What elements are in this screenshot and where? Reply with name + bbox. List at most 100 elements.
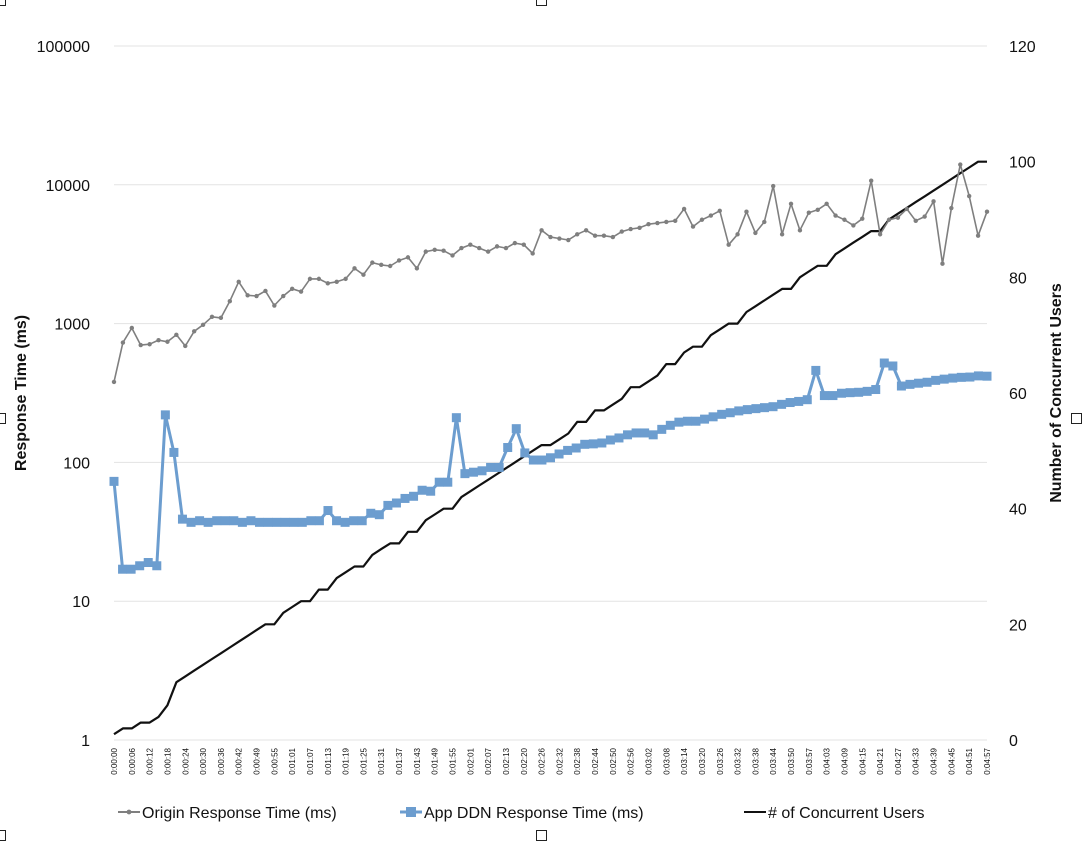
data-point (862, 386, 872, 396)
x-tick-label: 0:02:32 (555, 747, 564, 774)
x-tick-label: 0:04:09 (840, 747, 849, 774)
data-point (571, 443, 581, 453)
selection-handle-bottom-center[interactable] (536, 830, 547, 841)
data-point (414, 266, 420, 271)
gridlines (114, 45, 987, 741)
data-point (521, 242, 526, 247)
data-point (263, 517, 273, 527)
data-point (759, 403, 769, 413)
x-tick-label: 0:03:26 (716, 747, 725, 774)
data-point (417, 485, 427, 495)
data-point (528, 455, 538, 465)
data-point (503, 443, 513, 453)
data-point (860, 216, 865, 221)
data-point (391, 498, 401, 508)
data-point (768, 402, 778, 412)
data-point (129, 325, 135, 331)
data-point (343, 276, 348, 282)
data-point (272, 303, 277, 308)
data-point (637, 225, 642, 231)
data-point (905, 379, 915, 389)
x-tick-label: 0:01:25 (359, 747, 368, 774)
selection-handle-top-left[interactable] (0, 0, 6, 6)
data-point (147, 342, 152, 347)
legend-label: Origin Response Time (ms) (142, 805, 337, 822)
data-point (877, 232, 883, 237)
data-point (583, 228, 589, 233)
data-point (503, 245, 509, 251)
data-point (940, 261, 945, 266)
data-point (539, 228, 544, 233)
data-point (837, 388, 846, 398)
data-point (323, 506, 333, 516)
data-point (815, 207, 820, 213)
data-point (655, 220, 660, 226)
data-point (237, 517, 247, 527)
data-point (195, 516, 205, 526)
x-tick-label: 0:03:32 (734, 747, 743, 774)
data-point (530, 251, 535, 256)
data-point (802, 395, 812, 405)
data-point (628, 226, 633, 232)
data-point (297, 517, 307, 527)
data-point (361, 272, 366, 277)
data-point (646, 222, 651, 227)
x-tick-label: 0:01:49 (431, 747, 440, 774)
data-point (370, 260, 375, 265)
x-axis-ticks: 0:00:00 0:00:06 0:00:12 0:00:18 0:00:24 0:00:… (110, 747, 992, 774)
data-point (477, 245, 482, 251)
data-point (460, 469, 470, 479)
x-tick-label: 0:03:50 (787, 747, 796, 774)
data-point (307, 276, 313, 282)
data-point (888, 361, 898, 371)
data-point (160, 410, 170, 420)
x-tick-label: 0:02:44 (591, 747, 600, 774)
data-point (143, 558, 153, 568)
legend-item: Origin Response Time (ms) (118, 805, 337, 822)
data-point (441, 248, 446, 253)
legend-item: # of Concurrent Users (744, 805, 925, 822)
data-point (109, 476, 119, 486)
x-tick-label: 0:02:01 (466, 747, 475, 774)
data-point (186, 517, 196, 527)
data-point (366, 508, 376, 518)
data-point (246, 516, 256, 526)
data-point (548, 234, 553, 240)
selection-handle-middle-right[interactable] (1071, 413, 1082, 424)
data-point (546, 453, 555, 463)
data-point (255, 517, 264, 527)
data-point (557, 236, 562, 241)
series-2 (113, 160, 987, 736)
selection-handle-bottom-left[interactable] (0, 830, 6, 841)
data-point (459, 245, 464, 251)
x-tick-label: 0:01:43 (413, 747, 422, 774)
data-point (254, 293, 259, 299)
right-tick-label: 20 (1009, 617, 1027, 634)
x-tick-label: 0:03:20 (698, 747, 707, 774)
right-tick-label: 40 (1009, 502, 1027, 519)
data-point (674, 417, 684, 427)
x-tick-label: 0:01:55 (449, 747, 458, 774)
data-point (165, 339, 170, 344)
data-point (588, 439, 598, 449)
data-point (580, 439, 590, 449)
x-tick-label: 0:04:39 (930, 747, 939, 774)
x-tick-label: 0:01:13 (324, 747, 333, 774)
x-tick-label: 0:00:06 (128, 747, 137, 774)
selection-handle-middle-left[interactable] (0, 413, 6, 424)
data-point (640, 428, 650, 438)
data-point (120, 340, 126, 345)
x-tick-label: 0:04:51 (965, 747, 974, 774)
x-tick-label: 0:04:33 (912, 747, 921, 774)
x-tick-label: 0:00:00 (110, 747, 119, 774)
selection-handle-top-center[interactable] (536, 0, 547, 6)
x-tick-label: 0:02:38 (573, 747, 582, 774)
data-point (922, 377, 932, 387)
data-point (691, 416, 701, 426)
data-point (138, 342, 143, 348)
x-tick-label: 0:00:30 (199, 747, 208, 774)
left-tick-label: 1 (81, 733, 90, 750)
data-point (423, 249, 428, 254)
data-point (575, 232, 580, 237)
